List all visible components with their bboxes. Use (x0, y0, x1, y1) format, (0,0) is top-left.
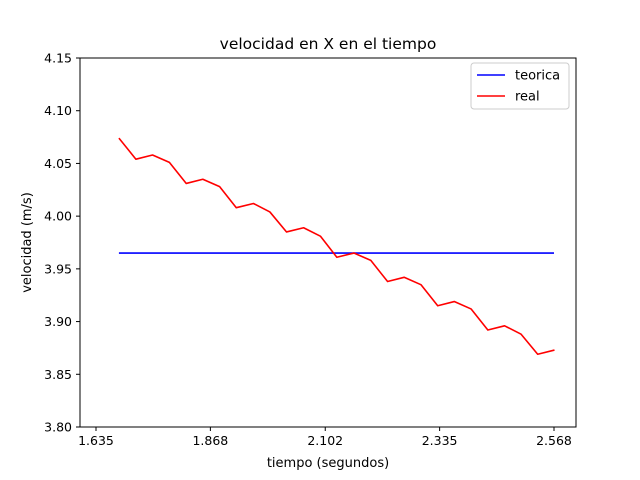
y-tick-label: 4.15 (44, 51, 72, 66)
x-axis: 1.635 1.868 2.102 2.335 2.568 (78, 427, 572, 448)
series-layer (118, 137, 555, 356)
y-axis: 3.80 3.85 3.90 3.95 4.00 4.05 4.10 4.15 (44, 51, 80, 435)
x-axis-label: tiempo (segundos) (267, 456, 389, 471)
x-tick-label: 2.102 (307, 433, 343, 448)
chart-title: velocidad en X en el tiempo (220, 35, 437, 53)
y-axis-label: velocidad (m/s) (20, 192, 35, 293)
y-tick-label: 4.00 (44, 209, 72, 224)
y-tick-label: 4.10 (44, 103, 72, 118)
x-tick-label: 2.335 (422, 433, 458, 448)
x-tick-label: 2.568 (536, 433, 572, 448)
plot-frame (79, 57, 577, 428)
legend-label-teorica: teorica (515, 69, 560, 84)
y-tick-label: 4.05 (44, 156, 72, 171)
y-tick-label: 3.90 (44, 314, 72, 329)
legend-label-real: real (515, 90, 540, 105)
series-line-real (118, 137, 555, 356)
y-tick-label: 3.85 (44, 367, 72, 382)
legend: teorica real (470, 62, 570, 110)
x-tick-label: 1.868 (192, 433, 228, 448)
x-tick-label: 1.635 (78, 433, 114, 448)
y-tick-label: 3.80 (44, 420, 72, 435)
y-tick-label: 3.95 (44, 261, 72, 276)
